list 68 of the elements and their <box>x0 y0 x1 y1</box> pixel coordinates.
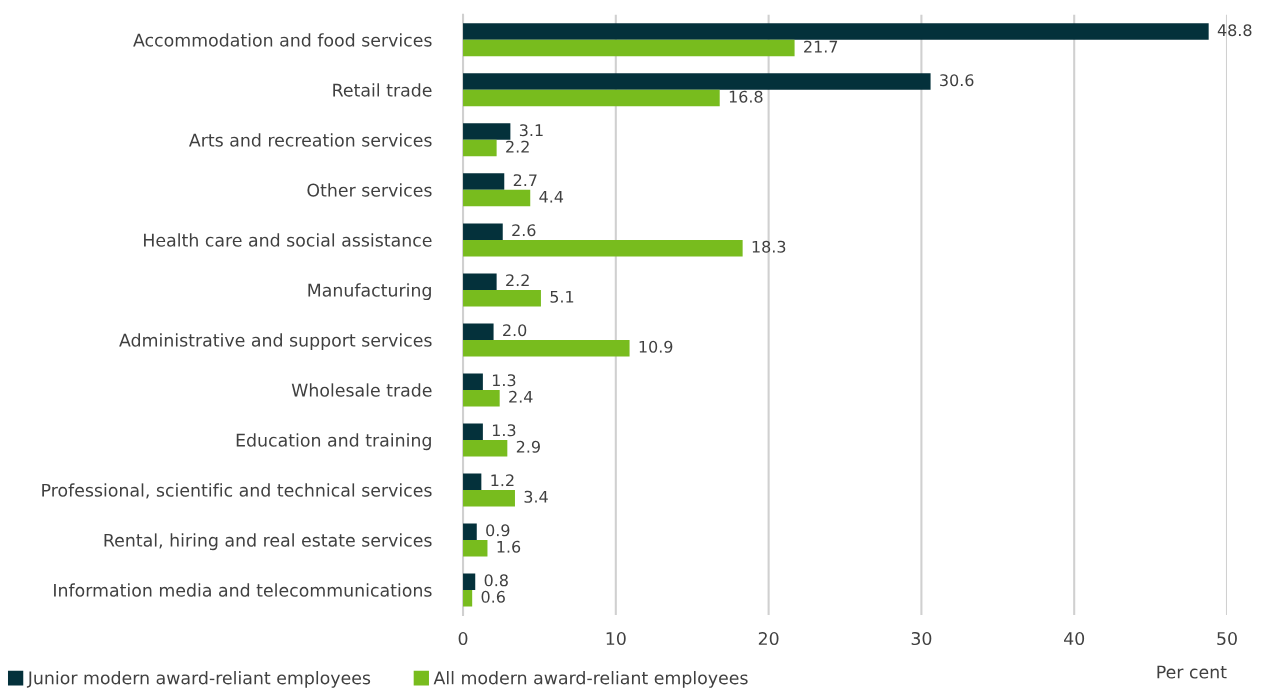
bar <box>463 173 505 190</box>
x-tick-label: 0 <box>458 631 468 646</box>
data-label: 0.8 <box>484 574 508 587</box>
bar <box>463 89 720 107</box>
bar <box>463 489 515 507</box>
data-label: 4.4 <box>539 190 564 203</box>
y-tick-label: Information media and telecommunications <box>54 583 432 597</box>
bar <box>463 473 482 490</box>
data-label: 0.6 <box>481 590 505 603</box>
data-label: 18.3 <box>752 240 786 253</box>
x-tick-label: 10 <box>606 631 626 646</box>
bar <box>463 289 541 307</box>
data-label: 2.7 <box>513 174 537 187</box>
y-tick-label: Other services <box>307 183 432 197</box>
y-tick-label: Manufacturing <box>308 283 431 301</box>
data-label: 1.6 <box>497 540 521 553</box>
data-label: 10.9 <box>639 340 673 353</box>
data-label: 48.8 <box>1217 24 1252 37</box>
bar <box>463 573 476 590</box>
bar <box>463 123 511 140</box>
data-label: 30.6 <box>940 74 974 87</box>
bar <box>463 523 477 540</box>
x-axis-title: Per cent <box>1157 665 1227 679</box>
y-tick-label: Accommodation and food services <box>133 33 432 47</box>
bar <box>463 189 531 207</box>
bar <box>463 239 743 257</box>
legend-label: All modern award-reliant employees <box>433 670 748 688</box>
data-label: 1.2 <box>491 474 514 487</box>
y-tick-label: Retail trade <box>333 83 432 97</box>
x-tick-label: 40 <box>1064 631 1085 646</box>
y-tick-label: Rental, hiring and real estate services <box>104 533 432 551</box>
bar <box>463 373 483 390</box>
bar <box>463 389 500 407</box>
bar <box>463 39 795 57</box>
bar <box>463 73 931 90</box>
bar <box>463 323 494 340</box>
y-tick-label: Health care and social assistance <box>144 233 432 247</box>
bar <box>463 139 497 157</box>
data-label: 1.3 <box>492 424 516 437</box>
y-tick-label: Arts and recreation services <box>188 133 432 147</box>
data-label: 2.0 <box>503 324 527 337</box>
data-label: 0.9 <box>486 524 510 537</box>
y-tick-label: Wholesale trade <box>291 383 432 397</box>
bar <box>463 273 497 290</box>
bar <box>463 223 503 240</box>
data-label: 1.3 <box>492 374 516 387</box>
bar <box>463 23 1209 40</box>
data-label: 21.7 <box>804 40 838 53</box>
x-tick-label: 30 <box>911 631 932 646</box>
bar <box>463 423 483 440</box>
bar <box>463 439 508 457</box>
data-label: 2.6 <box>512 224 536 237</box>
x-tick-label: 50 <box>1217 631 1237 646</box>
data-label: 2.2 <box>506 274 529 287</box>
data-label: 2.2 <box>506 140 529 153</box>
bar <box>463 339 630 357</box>
data-label: 2.4 <box>509 390 533 403</box>
bar <box>463 539 488 557</box>
y-tick-label: Administrative and support services <box>119 333 432 351</box>
data-label: 2.9 <box>516 440 540 453</box>
data-label: 3.4 <box>524 490 548 503</box>
data-label: 16.8 <box>729 90 763 103</box>
data-label: 5.1 <box>550 290 574 303</box>
legend-label: Junior modern award-reliant employees <box>26 670 371 688</box>
data-label: 3.1 <box>519 124 543 137</box>
y-tick-label: Education and training <box>236 433 431 451</box>
x-tick-label: 20 <box>758 631 779 646</box>
y-tick-label: Professional, scientific and technical services <box>42 483 432 499</box>
